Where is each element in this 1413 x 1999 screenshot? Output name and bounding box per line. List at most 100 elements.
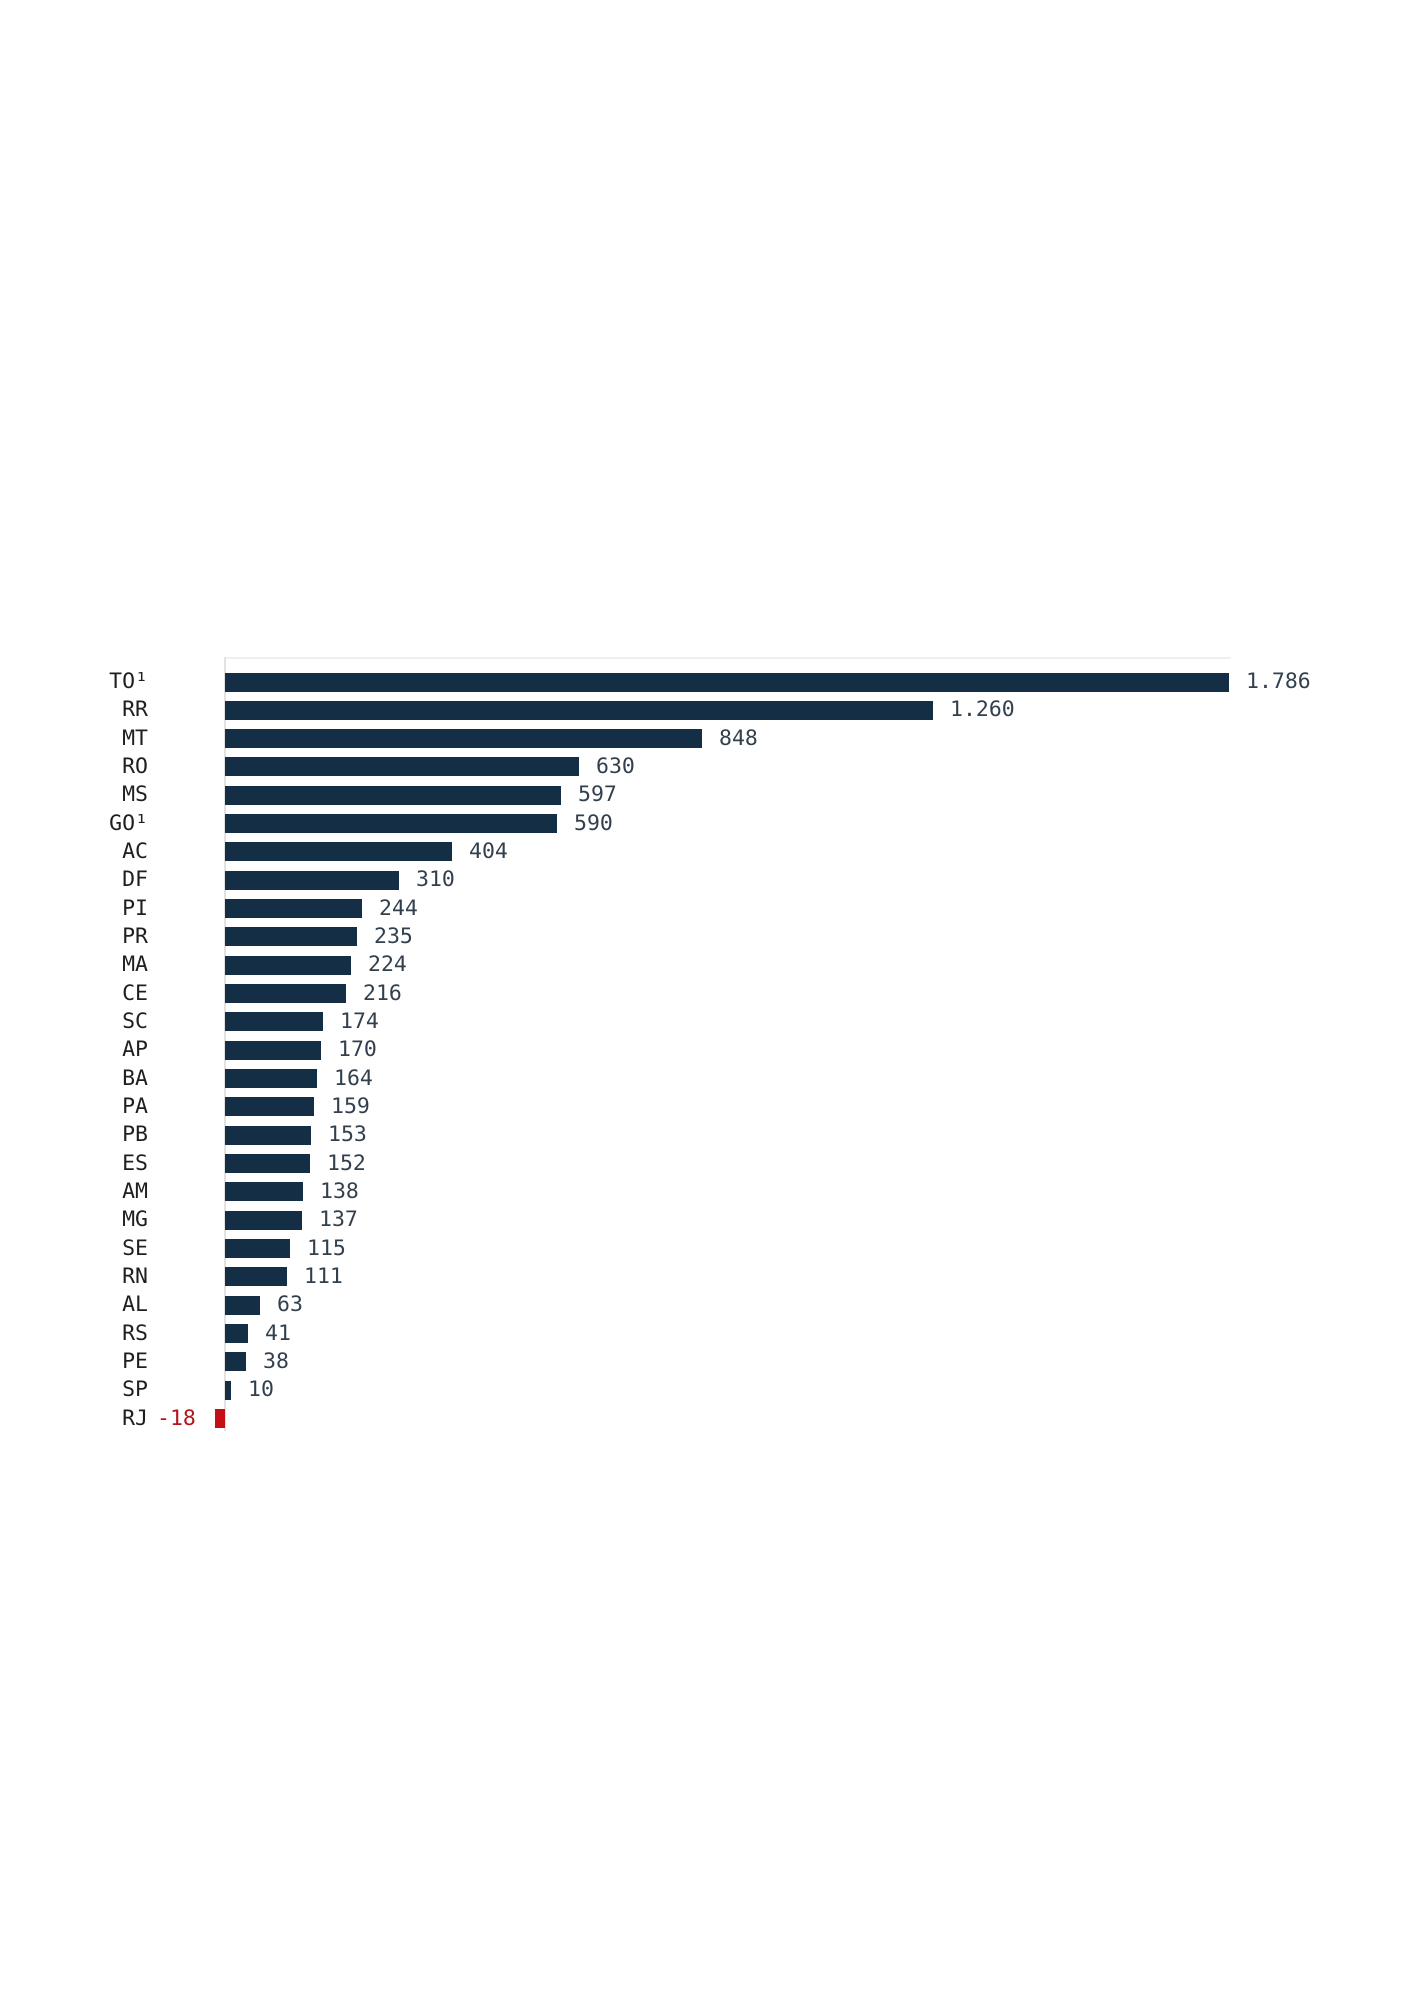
category-label: RN — [122, 1263, 148, 1289]
bar — [225, 729, 702, 749]
bar — [225, 1069, 317, 1089]
bar-row: SE 115 — [0, 1235, 1413, 1263]
bar — [225, 672, 1229, 692]
value-label: 41 — [265, 1320, 291, 1346]
bar-row: AC 404 — [0, 838, 1413, 866]
bar-row: TO¹ 1.786 — [0, 668, 1413, 696]
value-label: 597 — [578, 782, 617, 808]
value-label: 153 — [328, 1122, 367, 1148]
category-label: RJ — [122, 1405, 148, 1431]
bar — [225, 1182, 303, 1202]
bar-row: DF 310 — [0, 866, 1413, 894]
bar-row: AM 138 — [0, 1178, 1413, 1206]
value-label: 235 — [374, 923, 413, 949]
category-label: AM — [122, 1178, 148, 1204]
category-label: RS — [122, 1320, 148, 1346]
bar — [215, 1409, 225, 1429]
bar — [225, 1352, 246, 1372]
bar-row: PR 235 — [0, 923, 1413, 951]
value-label: 63 — [277, 1292, 303, 1318]
category-label: PR — [122, 923, 148, 949]
bar-row: BA 164 — [0, 1065, 1413, 1093]
bar-row: MG 137 — [0, 1206, 1413, 1234]
bar — [225, 1097, 314, 1117]
category-label: PA — [122, 1093, 148, 1119]
bar — [225, 785, 561, 805]
category-label: SE — [122, 1235, 148, 1261]
category-label: AC — [122, 838, 148, 864]
value-label: 38 — [263, 1348, 289, 1374]
value-label: 216 — [363, 980, 402, 1006]
bar — [225, 814, 557, 834]
value-label: 224 — [368, 952, 407, 978]
value-label: 174 — [340, 1008, 379, 1034]
bar — [225, 1012, 323, 1032]
category-label: PI — [122, 895, 148, 921]
bar-row: RN 111 — [0, 1263, 1413, 1291]
value-label: 404 — [469, 838, 508, 864]
value-label: 244 — [379, 895, 418, 921]
bar — [225, 842, 452, 862]
bar-row: PE 38 — [0, 1348, 1413, 1376]
bar-row: MS 597 — [0, 781, 1413, 809]
category-label: MA — [122, 952, 148, 978]
category-label: ES — [122, 1150, 148, 1176]
bar-row: RJ -18 — [0, 1405, 1413, 1433]
bar — [225, 1267, 287, 1287]
value-label: 590 — [574, 810, 613, 836]
category-label: RO — [122, 753, 148, 779]
value-label: 111 — [304, 1263, 343, 1289]
plot-top-border — [225, 657, 1231, 659]
category-label: RR — [122, 697, 148, 723]
category-label: PE — [122, 1348, 148, 1374]
category-label: SP — [122, 1377, 148, 1403]
bar-row: AP 170 — [0, 1036, 1413, 1064]
bar-row: MA 224 — [0, 951, 1413, 979]
value-label: 170 — [338, 1037, 377, 1063]
value-label: 1.786 — [1246, 669, 1311, 694]
bar-row: RS 41 — [0, 1320, 1413, 1348]
bar-row: PA 159 — [0, 1093, 1413, 1121]
bar-row: PI 244 — [0, 895, 1413, 923]
value-label: 848 — [719, 725, 758, 751]
horizontal-bar-chart: TO¹ 1.786 RR 1.260 MT 848 RO 630 MS 597 GO¹ 590 AC 40… — [0, 657, 1413, 1434]
category-label: CE — [122, 980, 148, 1006]
category-label: DF — [122, 867, 148, 893]
value-label: 159 — [331, 1093, 370, 1119]
bar-row: GO¹ 590 — [0, 810, 1413, 838]
category-label: GO¹ — [109, 810, 148, 836]
category-label: MT — [122, 725, 148, 751]
value-label: 1.260 — [950, 697, 1015, 723]
category-label: BA — [122, 1065, 148, 1091]
bar-row: ES 152 — [0, 1150, 1413, 1178]
bar — [225, 700, 933, 720]
bar — [225, 984, 346, 1004]
bar-row: SC 174 — [0, 1008, 1413, 1036]
value-label: 10 — [248, 1377, 274, 1403]
bar — [225, 1324, 248, 1344]
bar — [225, 757, 579, 777]
bar — [225, 927, 357, 947]
bar-row: RR 1.260 — [0, 696, 1413, 724]
bar-row: CE 216 — [0, 980, 1413, 1008]
value-label: 630 — [596, 753, 635, 779]
bar — [225, 955, 351, 975]
bar — [225, 899, 362, 919]
category-label: MS — [122, 782, 148, 808]
value-label: 137 — [319, 1207, 358, 1233]
bar-row: AL 63 — [0, 1291, 1413, 1319]
bar — [225, 1125, 311, 1145]
bar-row: SP 10 — [0, 1376, 1413, 1404]
value-label: -18 — [157, 1405, 196, 1431]
bar-row: PB 153 — [0, 1121, 1413, 1149]
bar — [225, 1210, 302, 1230]
bar-row: RO 630 — [0, 753, 1413, 781]
bar — [225, 1040, 321, 1060]
category-label: SC — [122, 1008, 148, 1034]
value-label: 152 — [327, 1150, 366, 1176]
bar — [225, 1154, 310, 1174]
value-label: 164 — [334, 1065, 373, 1091]
bar — [225, 1380, 231, 1400]
category-label: AP — [122, 1037, 148, 1063]
bar-row: MT 848 — [0, 725, 1413, 753]
